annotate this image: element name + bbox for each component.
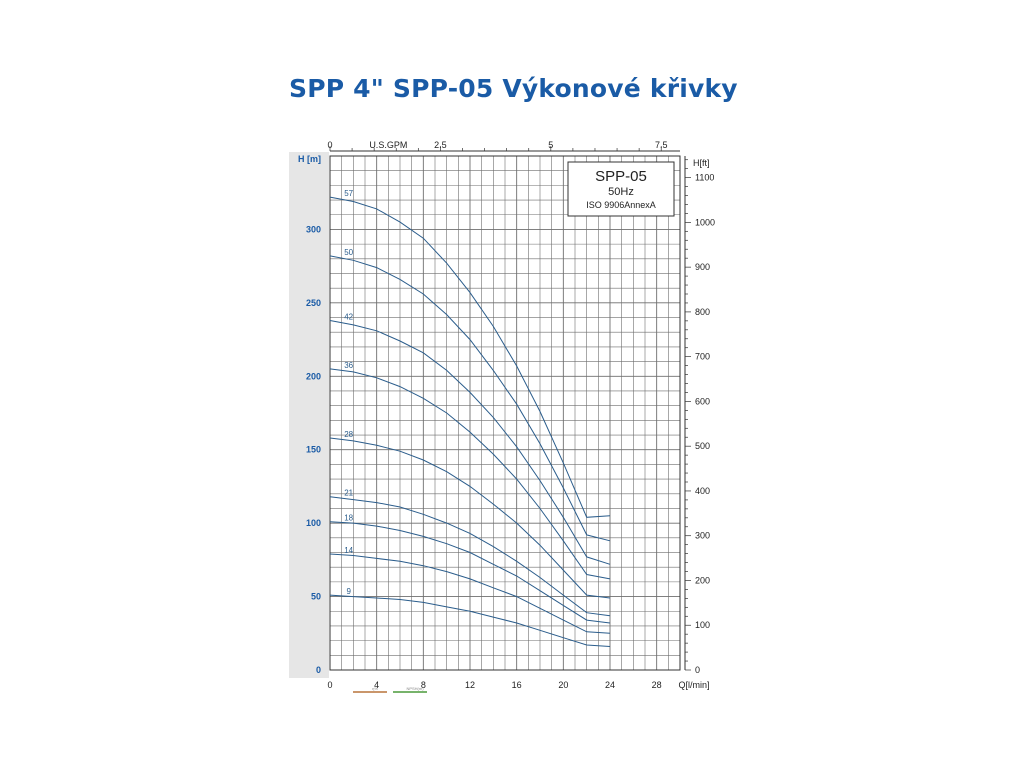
top-tick-label: 2.5 bbox=[434, 140, 447, 150]
curve-57 bbox=[329, 196, 611, 518]
top-axis-label: U.S.GPM bbox=[369, 140, 407, 150]
footer-legend-label: η% bbox=[372, 686, 378, 691]
curve-9 bbox=[329, 594, 611, 647]
top-tick-label: 7.5 bbox=[655, 140, 668, 150]
y-right-tick-label: 100 bbox=[695, 620, 710, 630]
plot-frame bbox=[329, 155, 681, 671]
y-right-tick-label: 1000 bbox=[695, 217, 715, 227]
top-tick-label: 5 bbox=[548, 140, 553, 150]
y-left-tick-label: 100 bbox=[306, 518, 321, 528]
curve-label-36: 36 bbox=[344, 361, 353, 370]
y-right-tick-label: 400 bbox=[695, 486, 710, 496]
x-tick-label: 8 bbox=[421, 680, 426, 690]
y-right-tick-label: 0 bbox=[695, 665, 700, 675]
x-tick-label: 16 bbox=[512, 680, 522, 690]
curve-label-50: 50 bbox=[344, 248, 353, 257]
x-tick-label: 20 bbox=[558, 680, 568, 690]
y-left-tick-label: 250 bbox=[306, 298, 321, 308]
left-axis-band bbox=[289, 152, 329, 678]
y-right-tick-label: 900 bbox=[695, 262, 710, 272]
curve-label-42: 42 bbox=[344, 312, 353, 321]
curve-label-18: 18 bbox=[344, 514, 353, 523]
y-left-tick-label: 200 bbox=[306, 371, 321, 381]
y-right-tick-label: 1100 bbox=[695, 173, 714, 183]
x-tick-label: 28 bbox=[652, 680, 662, 690]
curve-28 bbox=[329, 437, 611, 599]
curve-36 bbox=[329, 368, 611, 580]
curve-50 bbox=[329, 255, 611, 542]
y-right-tick-label: 600 bbox=[695, 396, 710, 406]
y-right-axis-label: H[ft] bbox=[693, 158, 710, 168]
grid bbox=[329, 155, 681, 671]
legend-frame bbox=[567, 161, 675, 217]
curve-18 bbox=[329, 521, 611, 624]
curve-label-57: 57 bbox=[344, 189, 353, 198]
axes: 0 4 8 12 16 20 24 28 Q[l/min]050100150200250300H… bbox=[298, 140, 715, 693]
curve-label-21: 21 bbox=[344, 489, 353, 498]
y-left-tick-label: 150 bbox=[306, 445, 321, 455]
curves: 57 50 42 36 28 21 18 14 9 bbox=[329, 189, 611, 647]
x-tick-label: 0 bbox=[327, 680, 332, 690]
footer-legend-label: NPSH(m) bbox=[406, 686, 424, 691]
top-tick-label: 0 bbox=[327, 140, 332, 150]
curve-42 bbox=[329, 320, 611, 565]
y-right-tick-label: 700 bbox=[695, 352, 710, 362]
x-tick-label: 24 bbox=[605, 680, 615, 690]
x-axis-label: Q[l/min] bbox=[678, 680, 709, 690]
y-left-axis-label: H [m] bbox=[298, 154, 321, 164]
y-left-tick-label: 0 bbox=[316, 665, 321, 675]
curve-14 bbox=[329, 553, 611, 634]
curve-label-14: 14 bbox=[344, 546, 353, 555]
y-right-tick-label: 800 bbox=[695, 307, 710, 317]
curve-label-28: 28 bbox=[344, 430, 353, 439]
y-right-tick-label: 500 bbox=[695, 441, 710, 451]
y-left-tick-label: 300 bbox=[306, 224, 321, 234]
legend-standard: ISO 9906AnnexA bbox=[586, 200, 656, 210]
y-right-tick-label: 200 bbox=[695, 575, 710, 585]
curve-21 bbox=[329, 496, 611, 617]
x-tick-label: 12 bbox=[465, 680, 475, 690]
y-right-tick-label: 300 bbox=[695, 531, 710, 541]
legend-model: SPP-05 bbox=[595, 168, 647, 185]
y-left-tick-label: 50 bbox=[311, 592, 321, 602]
x-tick-label: 4 bbox=[374, 680, 379, 690]
curve-label-9: 9 bbox=[346, 587, 351, 596]
legend-frequency: 50Hz bbox=[608, 186, 634, 198]
page-title: SPP 4" SPP-05 Výkonové křivky bbox=[289, 74, 738, 103]
